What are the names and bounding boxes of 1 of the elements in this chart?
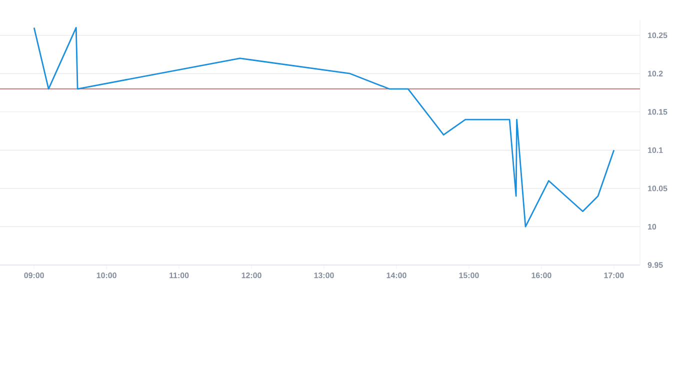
line-series [33, 26, 615, 228]
